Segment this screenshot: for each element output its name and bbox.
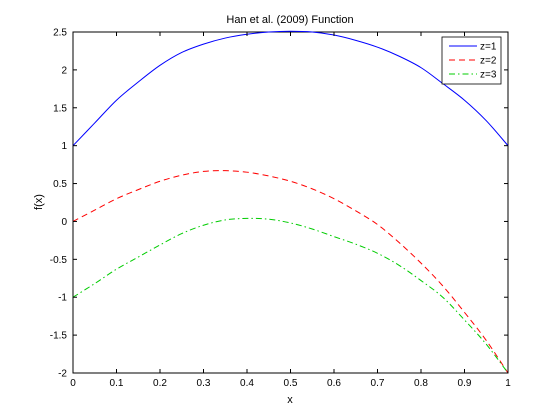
- y-tick-label: 1: [61, 141, 67, 152]
- legend-label: z=1: [480, 42, 497, 53]
- plot-area: 0 0.1 0.2 0.3 0.4 0.5 0.6 0.7 0.8 0.9 1 -2 -1.5 -1 -0.…: [50, 28, 511, 390]
- y-tick-label: 2: [61, 65, 67, 76]
- axes-box: [72, 31, 509, 374]
- series-line-z-1: [72, 30, 509, 147]
- x-tick-label: 0.5: [284, 378, 298, 389]
- x-tick-label: 0.1: [110, 378, 124, 389]
- legend-label: z=3: [480, 70, 497, 81]
- x-tick-label: 0.8: [414, 378, 428, 389]
- y-tick-label: 0: [61, 217, 67, 228]
- y-tick-label: 2.5: [53, 28, 67, 39]
- y-tick-label: 1.5: [53, 103, 67, 114]
- x-tick-label: 0.4: [240, 378, 254, 389]
- y-tick-label: 0.5: [53, 179, 67, 190]
- x-tick-label: 0.6: [327, 378, 341, 389]
- x-tick-label: 0.2: [153, 378, 167, 389]
- x-tick-label: 0: [70, 378, 76, 389]
- legend-label: z=2: [480, 56, 497, 67]
- y-tick-label: -1: [58, 293, 67, 304]
- y-tick-label: -0.5: [50, 255, 68, 266]
- x-tick-label: 0.9: [458, 378, 472, 389]
- tick-layer: 0 0.1 0.2 0.3 0.4 0.5 0.6 0.7 0.8 0.9 1 -2 -1.5 -1 -0.…: [50, 28, 511, 390]
- y-axis-label: f(x): [33, 194, 45, 210]
- series-layer: [72, 30, 509, 374]
- chart-title: Han et al. (2009) Function: [226, 14, 353, 26]
- y-tick-label: -2: [58, 369, 67, 380]
- series-line-z-3: [72, 217, 509, 374]
- legend: z=1 z=2 z=3: [441, 36, 502, 85]
- x-tick-label: 1: [505, 378, 511, 389]
- x-axis-label: x: [287, 394, 293, 406]
- x-tick-label: 0.3: [197, 378, 211, 389]
- y-tick-label: -1.5: [50, 331, 68, 342]
- x-tick-label: 0.7: [371, 378, 385, 389]
